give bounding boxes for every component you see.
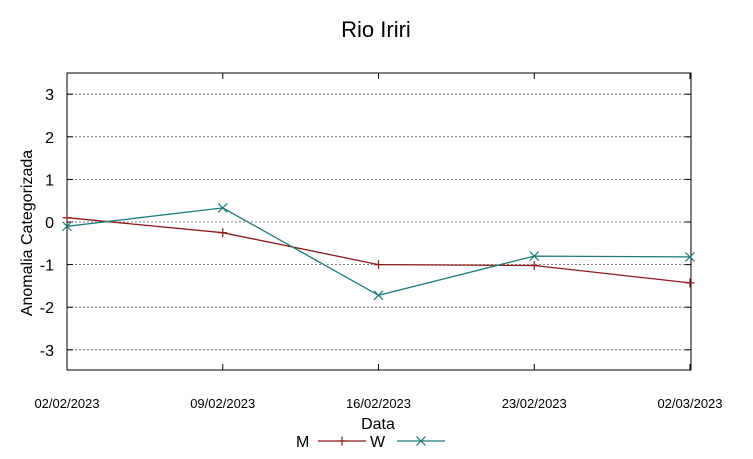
legend-label: W — [370, 434, 386, 451]
series-layer — [62, 203, 695, 301]
data-point-M — [62, 213, 72, 223]
x-tick-label: 02/03/2023 — [657, 396, 722, 411]
grid-lines — [67, 93, 691, 351]
x-tick-label: 02/02/2023 — [34, 396, 99, 411]
x-axis-ticks: 02/02/2023 09/02/2023 16/02/2023 23/02/2023… — [34, 73, 723, 411]
series-line-M — [66, 217, 691, 284]
data-point-M — [529, 260, 539, 270]
x-axis-label: Data — [361, 416, 395, 433]
data-point-W — [685, 252, 695, 262]
data-point-M — [218, 228, 228, 238]
data-point-M — [685, 278, 695, 288]
legend-label: M — [296, 434, 309, 451]
y-tick-label: -1 — [40, 258, 54, 275]
y-tick-label: -3 — [40, 343, 54, 360]
data-point-M — [374, 260, 383, 270]
y-tick-label: 2 — [45, 130, 54, 147]
data-point-W — [62, 221, 72, 232]
chart-title: Rio Iriri — [341, 17, 411, 42]
series-line-W — [66, 207, 691, 296]
y-tick-label: 1 — [45, 172, 54, 189]
y-tick-label: 3 — [45, 87, 54, 104]
data-point-W — [217, 203, 228, 213]
data-point-W — [373, 290, 384, 301]
data-point-W — [529, 251, 540, 262]
x-tick-label: 16/02/2023 — [346, 396, 411, 411]
legend-swatch-marker — [337, 436, 347, 446]
plot-area-frame — [66, 72, 692, 371]
y-tick-label: 0 — [45, 215, 54, 232]
series-M — [62, 213, 695, 288]
x-tick-label: 09/02/2023 — [190, 396, 255, 411]
y-axis-ticks: 3 2 1 0 -1 -2 -3 — [40, 87, 691, 360]
legend-item-W: W — [370, 434, 445, 451]
legend-swatch-marker — [416, 436, 426, 446]
legend-item-M: M — [296, 434, 366, 451]
x-tick-label: 23/02/2023 — [502, 396, 567, 411]
y-axis-label: Anomalia Categorizada — [19, 150, 36, 316]
y-tick-label: -2 — [40, 300, 54, 317]
series-W — [62, 203, 695, 301]
